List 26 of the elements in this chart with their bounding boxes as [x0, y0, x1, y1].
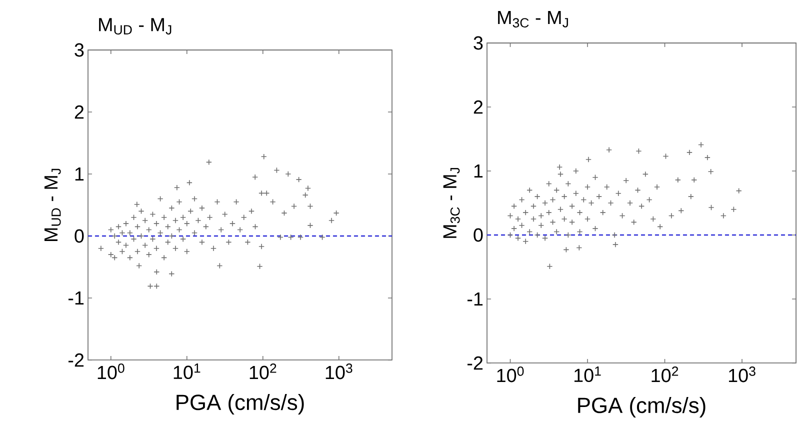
y-tick-label: 3 — [74, 43, 84, 57]
y-tick-label: -1 — [68, 291, 84, 304]
y-tick-label: -2 — [468, 356, 483, 370]
y-tick-label: 1 — [75, 167, 84, 180]
x-tick-label: 10$^{3}$ — [728, 366, 756, 382]
y-axis-title: M$_{3C}$ - M$_{J}$ — [443, 168, 460, 238]
y-tick-label: 3 — [474, 36, 483, 50]
x-tick-label: 10$^{0}$ — [98, 364, 124, 380]
y-axis-title: M$_{UD}$ - M$_{J}$ — [44, 168, 61, 241]
chart-title: M$_{3C}$ - M$_{J}$ — [498, 11, 568, 28]
x-tick-label: 10$^{3}$ — [326, 364, 352, 380]
x-tick-label: 10$^{2}$ — [250, 364, 276, 380]
y-tick-label: -2 — [68, 353, 84, 367]
y-tick-label: 0 — [74, 229, 84, 243]
y-tick-label: 2 — [474, 100, 483, 114]
y-tick-label: 0 — [474, 228, 483, 242]
x-axis-title: PGA (cm/s/s) — [578, 397, 706, 418]
y-tick-label: 2 — [74, 105, 84, 119]
x-tick-label: 10$^{0}$ — [497, 366, 524, 382]
x-axis-title: PGA (cm/s/s) — [176, 394, 304, 414]
chart-title: M$_{UD}$ - M$_{J}$ — [99, 18, 172, 34]
y-tick-label: 1 — [474, 164, 483, 178]
y-tick-label: -1 — [468, 292, 483, 306]
x-tick-label: 10$^{2}$ — [652, 366, 678, 382]
x-tick-label: 10$^{1}$ — [574, 366, 601, 382]
x-tick-label: 10$^{1}$ — [174, 364, 200, 380]
